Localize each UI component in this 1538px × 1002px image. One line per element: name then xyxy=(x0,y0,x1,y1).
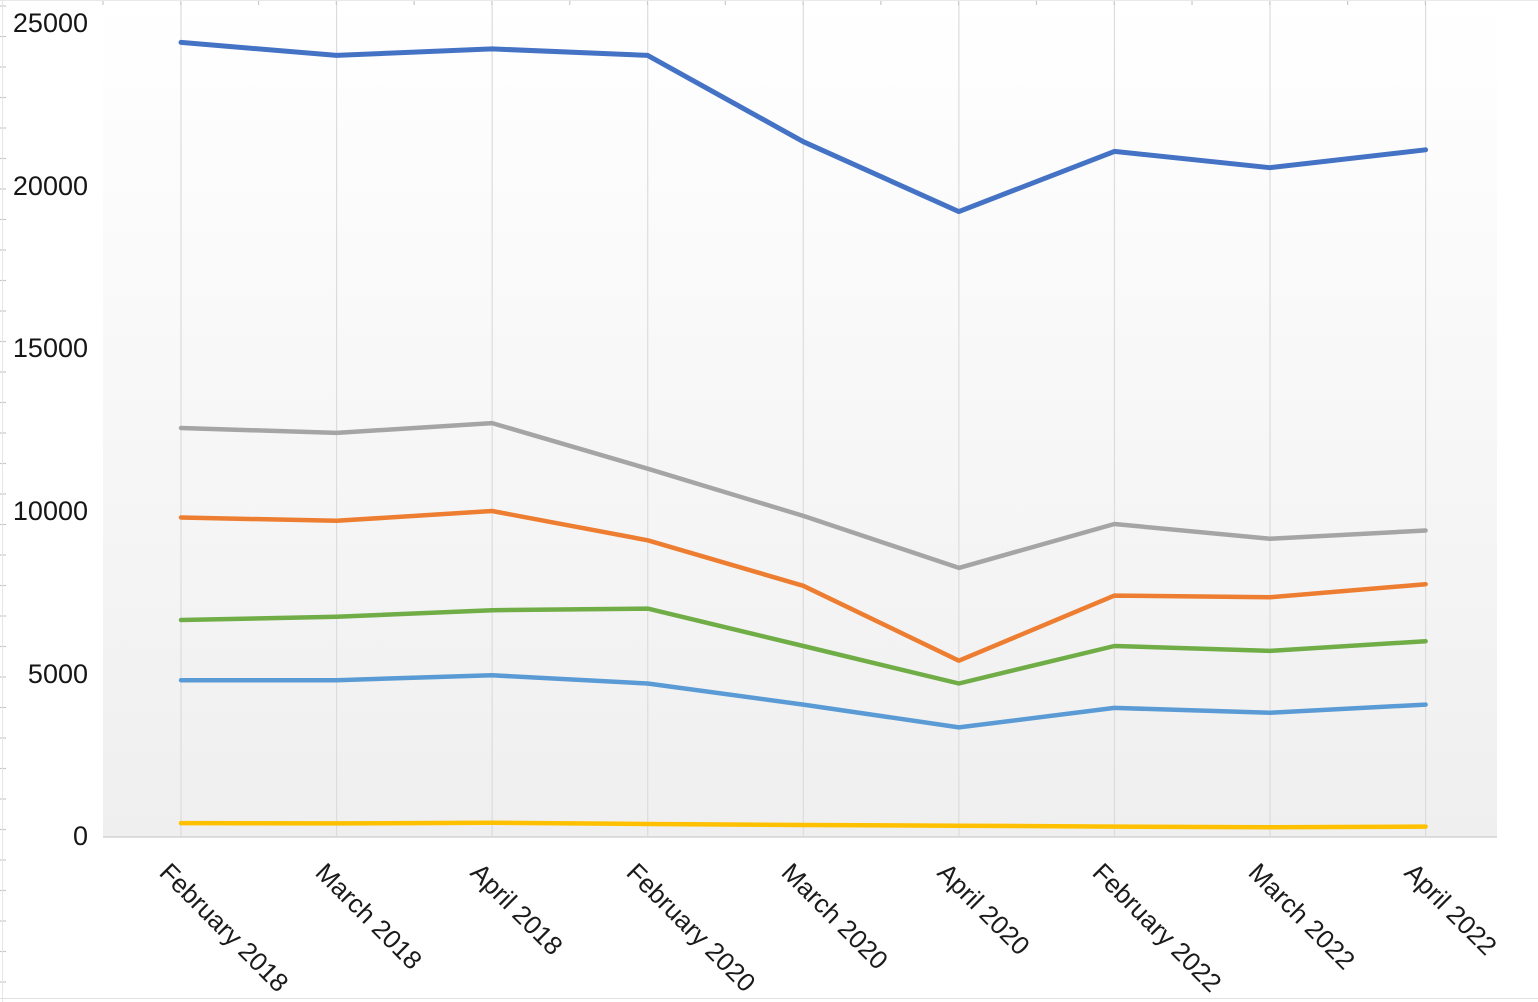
series-line-2 xyxy=(178,508,1428,663)
page-top-border xyxy=(0,0,1538,1)
series-line-6 xyxy=(178,606,1428,686)
page-left-border xyxy=(2,0,3,1002)
series-line-4 xyxy=(178,820,1428,830)
y-tick-label: 25000 xyxy=(12,7,88,38)
page-bottom-border xyxy=(0,998,1538,999)
series-line-5 xyxy=(178,673,1428,730)
y-tick-label: 0 xyxy=(72,821,88,852)
series-line-3 xyxy=(178,420,1428,571)
y-tick-label: 10000 xyxy=(12,496,88,526)
series-line-1 xyxy=(178,39,1429,215)
y-tick-label: 15000 xyxy=(12,333,88,364)
y-tick-label: 20000 xyxy=(12,170,88,201)
y-tick-label: 5000 xyxy=(27,658,88,689)
